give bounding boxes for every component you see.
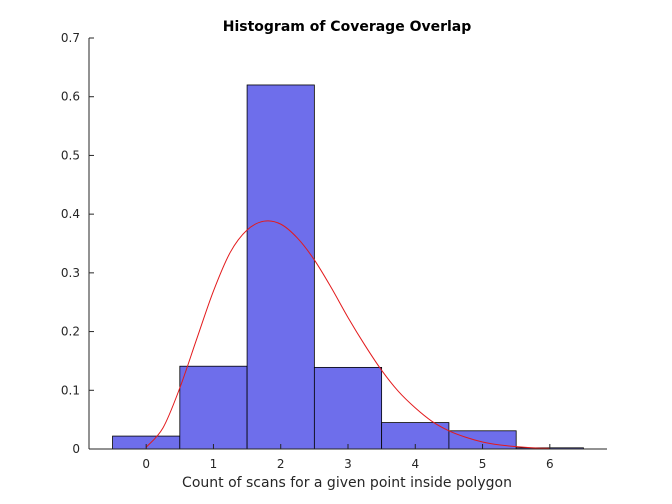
- histogram-bar-1: [179, 365, 248, 450]
- y-tick-label-2: 0.2: [61, 325, 80, 339]
- histogram-bar-3: [313, 366, 383, 450]
- fit-curve: [145, 220, 550, 449]
- y-tick-label-4: 0.4: [61, 207, 80, 221]
- y-tick-label-7: 0.7: [61, 31, 80, 45]
- x-tick-label-0: 0: [142, 457, 150, 471]
- histogram-bar-2: [246, 84, 315, 450]
- x-tick-label-3: 3: [344, 457, 352, 471]
- y-tick-label-6: 0.6: [61, 90, 80, 104]
- y-tick-label-3: 0.3: [61, 266, 80, 280]
- chart-title: Histogram of Coverage Overlap: [223, 19, 472, 35]
- x-tick-label-2: 2: [277, 457, 285, 471]
- x-tick-label-6: 6: [546, 457, 554, 471]
- y-tick-label-1: 0.1: [61, 383, 80, 397]
- x-tick-label-5: 5: [479, 457, 487, 471]
- y-tick-label-0: 0: [72, 442, 80, 456]
- y-tick-label-5: 0.5: [61, 148, 80, 162]
- x-tick-label-1: 1: [210, 457, 218, 471]
- bars-layer: [112, 84, 584, 450]
- axes-layer: 0 1 2 3 4 5 6 0 0.1 0.2 0.3 0.4 0.5 0.6 0.7: [61, 31, 607, 471]
- x-axis-label: Count of scans for a given point inside …: [182, 475, 512, 491]
- x-tick-label-4: 4: [411, 457, 419, 471]
